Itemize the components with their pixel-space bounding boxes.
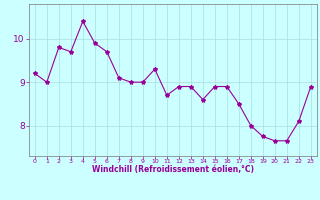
- X-axis label: Windchill (Refroidissement éolien,°C): Windchill (Refroidissement éolien,°C): [92, 165, 254, 174]
